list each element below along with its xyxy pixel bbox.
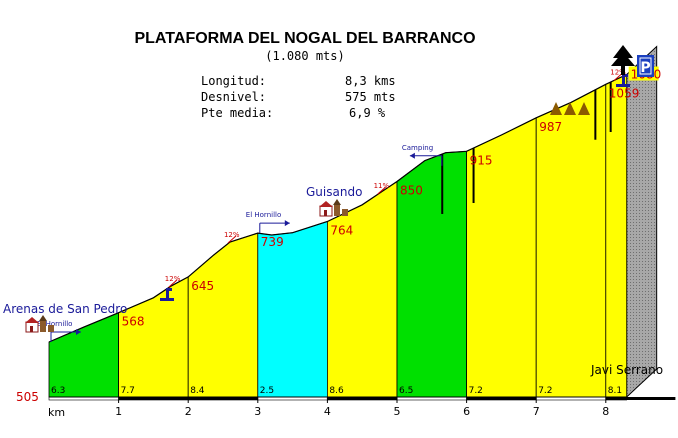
km-bar xyxy=(466,397,537,400)
km-elevation-label: 568 xyxy=(122,315,145,329)
segment-gradient-label: 7.2 xyxy=(469,386,483,396)
road-sign-arrowhead xyxy=(409,152,415,159)
pine-tree-icon xyxy=(611,45,635,75)
profile-segment xyxy=(605,73,628,398)
x-tick-label: 2 xyxy=(185,405,192,418)
road-sign-arrowhead xyxy=(284,220,290,227)
max-gradient-label: 12% xyxy=(610,68,626,76)
viewpoint-icon xyxy=(616,74,630,87)
km-bar-frame xyxy=(48,396,627,401)
x-tick-label: 3 xyxy=(254,405,261,418)
km-bar xyxy=(188,397,258,400)
mountain-peaks-icon xyxy=(550,102,590,115)
x-tick-label: 8 xyxy=(602,405,609,418)
author-credit: Javi Serrano xyxy=(590,363,663,377)
stat-climb-label: Desnivel: xyxy=(201,90,266,104)
segment-gradient-label: 6.5 xyxy=(399,386,413,396)
max-gradient-mark xyxy=(613,73,623,81)
x-axis-label: km xyxy=(48,406,65,419)
segment-gradient-label: 6.3 xyxy=(51,386,65,396)
gradient-segments xyxy=(48,73,628,398)
km-elevation-label: 764 xyxy=(330,224,353,238)
stat-gradient-value: 6,9 % xyxy=(349,106,386,120)
place-arenas: Arenas de San Pedro xyxy=(3,302,127,316)
km-baseline: 1 2 3 4 5 6 7 8 xyxy=(48,396,676,418)
start-elevation-label: 505 xyxy=(16,390,39,404)
x-tick-label: 1 xyxy=(115,405,122,418)
max-gradient-mark xyxy=(168,279,178,288)
profile-segment xyxy=(187,232,259,398)
road-sign-label: El Hornillo xyxy=(246,211,281,219)
segment-gradient-label: 8.4 xyxy=(190,386,205,396)
max-gradient-mark xyxy=(377,186,386,195)
stat-length-label: Longitud: xyxy=(201,74,266,88)
km-bar xyxy=(605,397,676,400)
stat-climb-value: 575 mts xyxy=(345,90,396,104)
max-gradient-mark xyxy=(227,235,237,244)
road-sign-arrowhead xyxy=(76,329,81,335)
road-sign-label: El Hornillo xyxy=(37,320,72,328)
segment-gradient-label: 8.1 xyxy=(608,386,622,396)
km-elevation-label: 987 xyxy=(539,120,562,134)
x-tick-label: 4 xyxy=(324,405,331,418)
chart-subtitle: (1.080 mts) xyxy=(265,49,344,63)
km-elevation-label: 645 xyxy=(191,279,214,293)
km-bar xyxy=(118,397,189,400)
km-elevation-label: 850 xyxy=(400,184,423,198)
km-elevation-label: 1059 xyxy=(609,86,640,100)
x-tick-label: 7 xyxy=(533,405,540,418)
x-tick-label: 6 xyxy=(463,405,470,418)
village-icon xyxy=(319,199,348,217)
km-bar xyxy=(327,397,397,400)
village-icon xyxy=(25,315,54,333)
segment-gradient-label: 8.6 xyxy=(329,386,344,396)
stat-gradient-label: Pte media: xyxy=(201,106,273,120)
svg-text:P: P xyxy=(640,60,650,76)
segment-gradient-label: 7.7 xyxy=(121,386,135,396)
place-guisando: Guisando xyxy=(306,185,362,199)
profile-outline xyxy=(48,73,627,343)
parking-icon: P xyxy=(637,55,654,77)
segment-gradient-label: 7.2 xyxy=(538,386,552,396)
km-elevation-label: 739 xyxy=(261,235,284,249)
road-sign-label: Camping xyxy=(402,144,433,152)
profile-segment xyxy=(118,276,189,398)
km-elevation-label: 915 xyxy=(470,153,493,167)
x-tick-label: 5 xyxy=(394,405,401,418)
segment-gradient-label: 2.5 xyxy=(260,386,274,396)
max-gradient-label: 12% xyxy=(165,275,181,283)
stat-length-value: 8,3 kms xyxy=(345,74,396,88)
viewpoint-icon xyxy=(160,288,174,301)
max-gradient-label: 11% xyxy=(374,182,390,190)
max-gradient-label: 12% xyxy=(224,231,240,239)
stats-block: Longitud: 8,3 kms Desnivel: 575 mts Pte … xyxy=(201,74,396,120)
chart-title: PLATAFORMA DEL NOGAL DEL BARRANCO xyxy=(134,30,475,47)
